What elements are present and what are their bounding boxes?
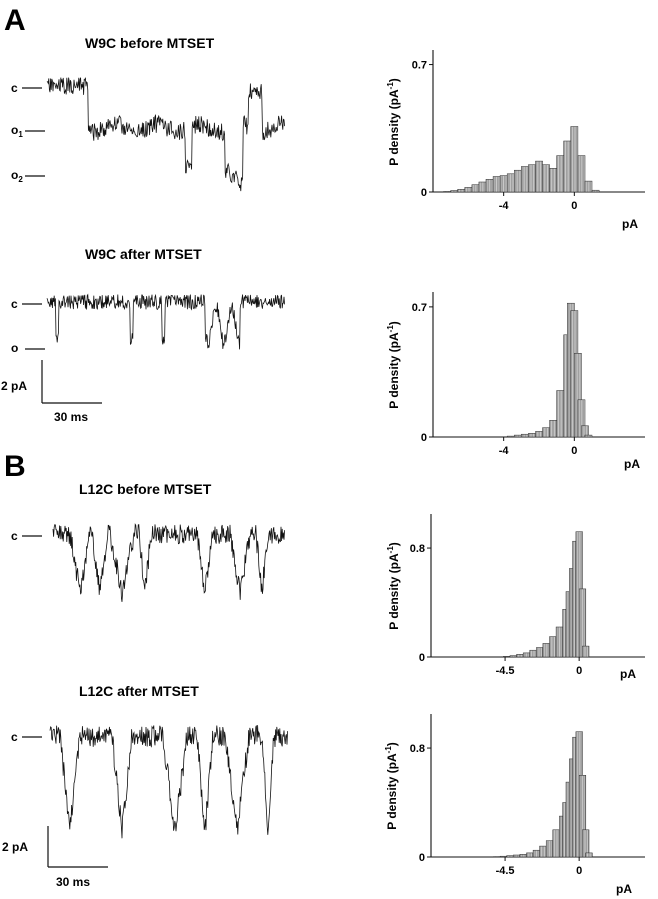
x-tick-label: 0 [576, 665, 582, 677]
x-tick-label: -4.5 [496, 865, 515, 877]
current-trace [46, 293, 285, 350]
svg-text:c: c [11, 529, 18, 543]
level-marker-c: c [11, 730, 42, 744]
trace-title-l12c-before: L12C before MTSET [79, 481, 212, 497]
svg-text:o1: o1 [11, 123, 23, 139]
x-axis-label: pA [624, 457, 640, 471]
x-axis-label: pA [616, 882, 632, 896]
trace-title-w9c-after: W9C after MTSET [85, 246, 202, 262]
scale-bar-time-label: 30 ms [56, 875, 90, 889]
scale-bar: 2 pA 30 ms [1, 360, 102, 424]
histogram-bar [584, 180, 593, 193]
x-axis-label: pA [622, 217, 638, 231]
scale-bar: 2 pA 30 ms [2, 826, 108, 889]
current-trace [46, 77, 285, 192]
level-marker-o2: o2 [11, 168, 45, 184]
x-tick-label: -4 [499, 200, 510, 212]
histogram-bar [577, 155, 586, 193]
panel-letter-b: B [4, 450, 26, 483]
x-tick-label: -4.5 [496, 665, 515, 677]
svg-text:c: c [11, 81, 18, 95]
level-marker-c: c [11, 297, 42, 311]
x-axis-label: pA [620, 667, 636, 681]
histogram-bar [584, 434, 593, 438]
y-axis-label: P density (pA-1) [386, 78, 401, 166]
histogram-w9c-before: -4 0 0 0.7 P density (pA-1) pA [386, 50, 645, 231]
x-tick-label: 0 [571, 445, 577, 457]
y-tick-label: 0 [419, 652, 425, 664]
histogram-w9c-after: -4 0 0 0.7 P density (pA-1) pA [386, 292, 645, 471]
y-tick-label: 0.8 [410, 743, 425, 755]
x-tick-label: 0 [571, 200, 577, 212]
level-marker-c: c [11, 529, 42, 543]
current-trace [52, 523, 285, 602]
histogram-bar [591, 189, 600, 193]
y-tick-label: 0.7 [412, 60, 427, 72]
level-marker-o1: o1 [11, 123, 45, 139]
y-tick-label: 0.8 [410, 543, 425, 555]
histogram-bar [585, 852, 593, 858]
histogram-l12c-after: -4.5 0 0 0.8 P density (pA-1) pA [384, 714, 645, 896]
x-tick-label: 0 [576, 865, 582, 877]
svg-text:o: o [11, 341, 18, 355]
current-trace [49, 725, 288, 839]
histogram-l12c-before: -4.5 0 0 0.8 P density (pA-1) pA [386, 514, 645, 681]
y-axis-label: P density (pA-1) [384, 742, 399, 830]
trace-title-l12c-after: L12C after MTSET [79, 683, 199, 699]
trace-title-w9c-before: W9C before MTSET [85, 35, 215, 51]
scale-bar-time-label: 30 ms [54, 410, 88, 424]
scale-bar-current-label: 2 pA [1, 379, 27, 393]
y-tick-label: 0 [421, 187, 427, 199]
y-axis-label: P density (pA-1) [386, 321, 401, 409]
y-tick-label: 0 [419, 852, 425, 864]
y-axis-label: P density (pA-1) [386, 542, 401, 630]
histogram-bar [582, 645, 590, 658]
svg-text:c: c [11, 730, 18, 744]
svg-text:c: c [11, 297, 18, 311]
level-marker-c: c [11, 81, 42, 95]
scale-bar-current-label: 2 pA [2, 840, 28, 854]
y-tick-label: 0.7 [412, 302, 427, 314]
x-tick-label: -4 [499, 445, 510, 457]
svg-text:o2: o2 [11, 168, 23, 184]
panel-letter-a: A [4, 4, 26, 37]
y-tick-label: 0 [421, 432, 427, 444]
level-marker-o: o [11, 341, 45, 355]
